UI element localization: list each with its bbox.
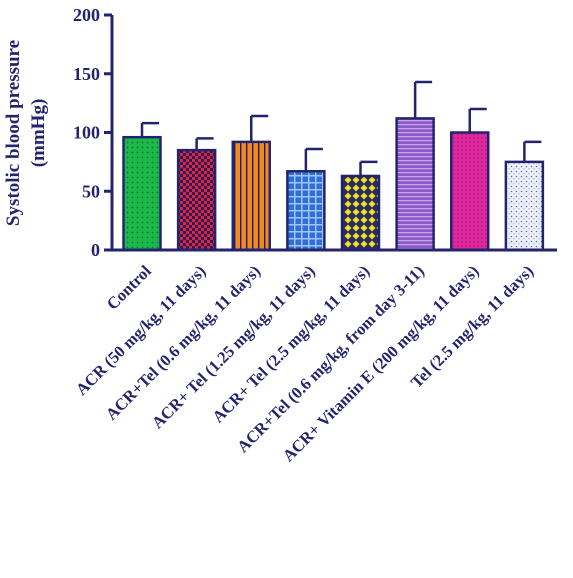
x-tick-label-7: ACR+ Vitamin E (200 mg/kg, 11 days)	[279, 261, 483, 465]
error-bar-2	[195, 137, 214, 151]
bars-group	[122, 117, 545, 252]
error-bar-5	[359, 160, 378, 176]
error-bar-8	[523, 140, 542, 162]
error-bar-3	[250, 114, 269, 142]
bar-6	[395, 117, 435, 252]
error-bars-group	[140, 80, 542, 176]
error-bar-1	[140, 121, 159, 138]
bar-5	[340, 174, 381, 252]
error-bar-4	[304, 147, 323, 172]
bar-7	[450, 131, 490, 252]
y-axis-label-line-1: Systolic blood pressure	[3, 40, 24, 226]
y-ticks-group: 0 50 100 150 200	[73, 5, 112, 260]
error-bar-7	[468, 107, 487, 133]
bar-4	[286, 170, 326, 252]
bar-1	[122, 135, 162, 252]
bar-2	[176, 148, 217, 252]
y-axis-label-line-2: (mmHg)	[28, 99, 49, 168]
y-tick-label-4: 150	[73, 64, 100, 84]
error-bar-6	[413, 80, 433, 119]
bar-3	[231, 140, 271, 252]
y-axis-label: Systolic blood pressure (mmHg)	[3, 40, 49, 226]
y-tick-label-3: 100	[73, 123, 100, 143]
y-tick-label-1: 0	[91, 240, 100, 260]
y-tick-label-2: 50	[82, 181, 100, 201]
bar-8	[504, 160, 545, 252]
x-tick-label-1: Control	[103, 261, 155, 313]
y-tick-label-5: 200	[73, 5, 100, 25]
